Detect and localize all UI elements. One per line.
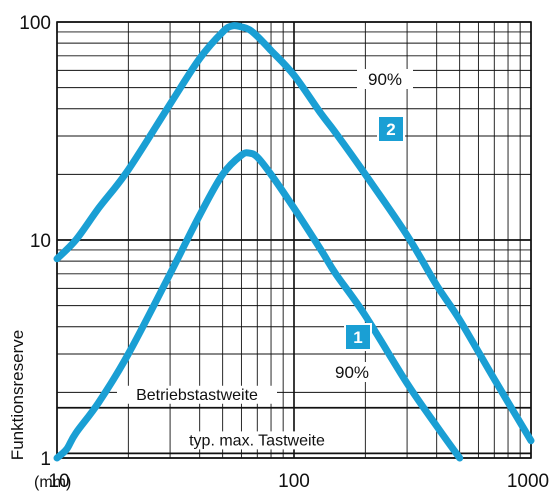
x-tick-label: 10 [48,471,69,492]
series-curve-1 [53,149,464,462]
plot-frame [56,21,532,459]
series-badge-label: 1 [353,328,362,347]
series-badge-box [344,323,372,351]
reference-line-label: Betriebstastweite [136,387,258,404]
y-axis-label: Funktionsreserve [8,330,27,460]
reference-lines: Betriebstastweite typ. max. Tastweite [57,385,531,455]
series-badge-1: 1 [344,323,372,351]
x-tick-label: 1000 [507,471,549,492]
series-badge-label: 2 [386,120,395,139]
reference-label-bg [177,431,337,450]
annotation-label: 90% [335,363,369,382]
series-badge-box [377,115,405,143]
reference-line-label: typ. max. Tastweite [189,432,325,449]
series-curves [53,22,535,462]
series-curve-2 [53,22,535,445]
annotation-bg [324,362,380,382]
y-tick-label: 1 [40,449,51,470]
x-unit-label: (mm) [34,474,71,491]
y-tick-label: 10 [30,231,51,252]
reference-label-bg [117,385,277,404]
series-badge-2: 2 [377,115,405,143]
x-tick-label: 100 [278,471,310,492]
y-tick-label: 100 [19,13,51,34]
annotation-bg [357,69,413,89]
annotation-label: 90% [368,70,402,89]
